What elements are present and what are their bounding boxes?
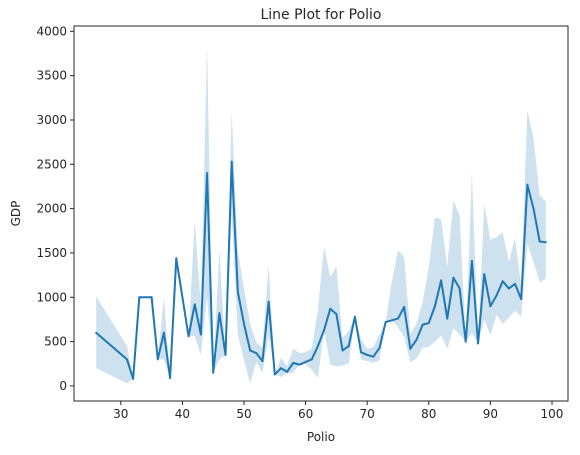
data-point [403, 306, 406, 309]
data-point [489, 305, 492, 308]
data-point [384, 321, 387, 324]
data-point [353, 315, 356, 318]
y-tick-label: 1500 [36, 246, 67, 260]
data-point [544, 241, 547, 244]
data-point [138, 296, 141, 299]
data-point [236, 290, 239, 293]
data-point [483, 273, 486, 276]
x-tick-label: 60 [298, 407, 313, 421]
data-point [292, 361, 295, 364]
x-tick-label: 90 [483, 407, 498, 421]
data-point [329, 307, 332, 310]
data-point [162, 331, 165, 334]
data-point [446, 317, 449, 320]
data-point [132, 377, 135, 380]
data-point [470, 259, 473, 262]
data-point [267, 300, 270, 303]
y-axis-ticks: 0 500 1000 1500 2000 2500 3000 3500 4000 [36, 24, 74, 393]
data-point [261, 360, 264, 363]
data-point [390, 319, 393, 322]
data-point [366, 353, 369, 356]
y-tick-label: 1000 [36, 290, 67, 304]
data-point [341, 349, 344, 352]
gdp-series-line [95, 160, 546, 380]
data-point [501, 280, 504, 283]
y-tick-label: 500 [44, 335, 67, 349]
data-point [243, 322, 246, 325]
data-point [304, 360, 307, 363]
data-point [175, 257, 178, 260]
data-point [224, 353, 227, 356]
axes-frame [73, 25, 569, 402]
data-point [532, 207, 535, 210]
y-tick-label: 2000 [36, 202, 67, 216]
data-point [273, 373, 276, 376]
y-tick-label: 0 [59, 379, 67, 393]
data-point [156, 358, 159, 361]
data-point [520, 298, 523, 301]
y-axis-label: GDP [9, 201, 23, 227]
data-point [310, 358, 313, 361]
x-tick-label: 40 [175, 407, 190, 421]
data-point [218, 312, 221, 315]
data-point [514, 282, 517, 285]
x-tick-label: 50 [236, 407, 251, 421]
y-tick-label: 3500 [36, 69, 67, 83]
data-point [360, 351, 363, 354]
plot-area [95, 46, 547, 384]
data-point [396, 317, 399, 320]
data-point [526, 183, 529, 186]
data-point [95, 331, 98, 334]
data-point [212, 371, 215, 374]
data-point [255, 352, 258, 355]
x-tick-label: 100 [541, 407, 564, 421]
data-point [433, 305, 436, 308]
data-point [335, 313, 338, 316]
data-point [507, 287, 510, 290]
x-tick-label: 80 [421, 407, 436, 421]
x-axis-label: Polio [307, 430, 335, 444]
data-point [458, 287, 461, 290]
confidence-band [96, 46, 546, 384]
data-point [286, 370, 289, 373]
data-point [372, 355, 375, 358]
data-point [125, 358, 128, 361]
data-point [440, 279, 443, 282]
chart-title: Line Plot for Polio [260, 7, 381, 23]
data-point [206, 172, 209, 175]
x-tick-label: 70 [360, 407, 375, 421]
x-tick-label: 30 [113, 407, 128, 421]
data-point [495, 294, 498, 297]
x-axis-ticks: 30 40 50 60 70 80 90 100 [113, 401, 563, 421]
data-point [452, 276, 455, 279]
data-point [279, 367, 282, 370]
y-tick-label: 3000 [36, 113, 67, 127]
data-point [323, 329, 326, 332]
y-tick-label: 4000 [36, 24, 67, 38]
data-point [199, 333, 202, 336]
data-point [378, 346, 381, 349]
data-point [249, 349, 252, 352]
data-point [538, 240, 541, 243]
series-points [95, 160, 547, 380]
data-point [230, 160, 233, 163]
data-point [169, 376, 172, 379]
data-point [193, 303, 196, 306]
data-point [415, 338, 418, 341]
data-point [187, 335, 190, 338]
data-point [150, 296, 153, 299]
data-point [409, 347, 412, 350]
data-point [477, 342, 480, 345]
data-point [316, 345, 319, 348]
y-tick-label: 2500 [36, 157, 67, 171]
data-point [427, 321, 430, 324]
data-point [347, 345, 350, 348]
data-point [464, 340, 467, 343]
data-point [421, 323, 424, 326]
data-point [298, 363, 301, 366]
